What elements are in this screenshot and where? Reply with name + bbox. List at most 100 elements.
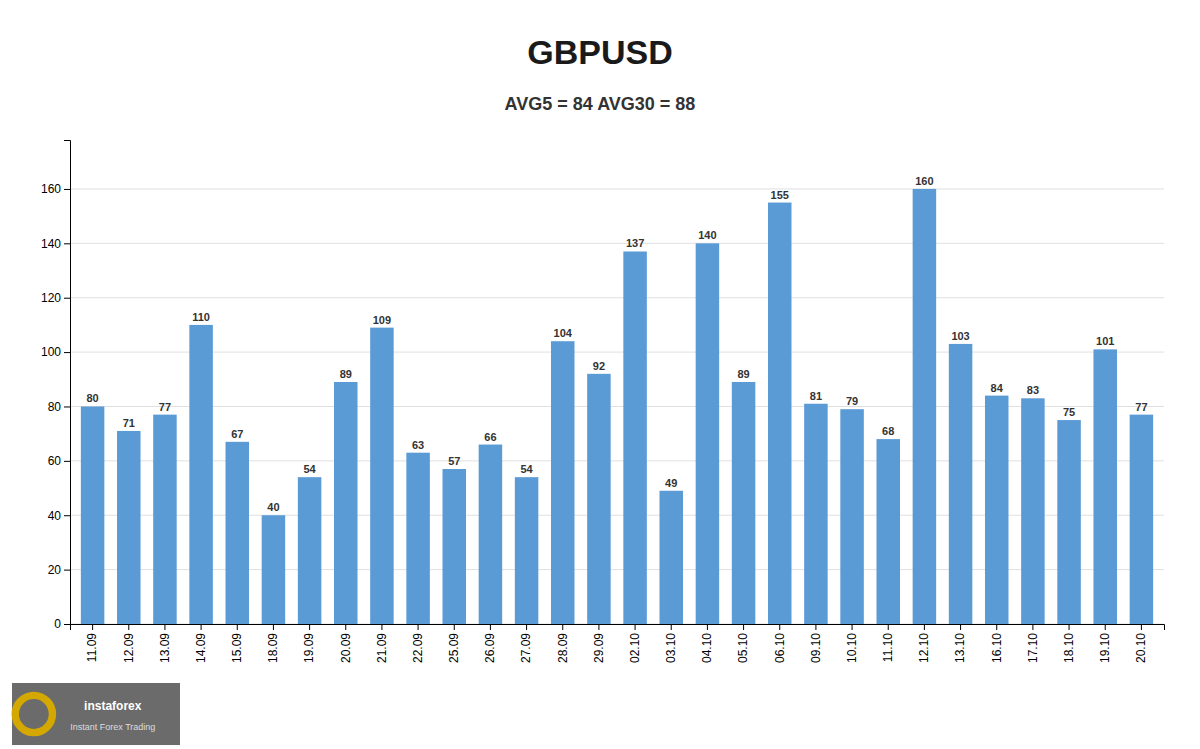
tick-label: 29.09 bbox=[592, 633, 606, 663]
data-label: 71 bbox=[123, 417, 135, 429]
tick-mark bbox=[64, 243, 70, 244]
bar bbox=[551, 341, 575, 624]
tick-mark bbox=[562, 624, 563, 630]
bar bbox=[189, 325, 213, 624]
data-label: 77 bbox=[159, 401, 171, 413]
tick-mark bbox=[1105, 624, 1106, 630]
tick: 17.10 bbox=[1026, 624, 1040, 663]
tick-mark bbox=[635, 624, 636, 630]
tick-label: 03.10 bbox=[664, 633, 678, 663]
tick-mark bbox=[743, 624, 744, 630]
grid-line bbox=[70, 188, 1164, 189]
grid bbox=[70, 189, 1164, 624]
data-label: 66 bbox=[484, 431, 496, 443]
tick: 25.09 bbox=[447, 624, 461, 663]
tick-label: 05.10 bbox=[736, 633, 750, 663]
tick-label: 02.10 bbox=[628, 633, 642, 663]
data-label: 109 bbox=[373, 314, 391, 326]
tick-mark bbox=[345, 624, 346, 630]
tick: 29.09 bbox=[592, 624, 606, 663]
bar bbox=[370, 328, 394, 624]
tick-label: 06.10 bbox=[773, 633, 787, 663]
bar bbox=[443, 469, 467, 624]
bar bbox=[913, 189, 937, 624]
data-label: 49 bbox=[665, 477, 677, 489]
data-labels: 8071771106740548910963576654104921374914… bbox=[86, 175, 1147, 513]
tick-mark bbox=[526, 624, 527, 630]
tick-label: 12.10 bbox=[917, 633, 931, 663]
tick-mark bbox=[1141, 624, 1142, 630]
tick: 160 bbox=[41, 182, 70, 196]
tick-label: 14.09 bbox=[194, 633, 208, 663]
data-label: 68 bbox=[882, 425, 894, 437]
axis-line bbox=[71, 625, 1165, 631]
logo-box bbox=[12, 683, 180, 745]
tick: 21.09 bbox=[375, 624, 389, 663]
tick-mark bbox=[924, 624, 925, 630]
data-label: 79 bbox=[846, 395, 858, 407]
tick-mark bbox=[237, 624, 238, 630]
logo: instaforexInstant Forex Trading bbox=[12, 683, 180, 745]
tick: 19.09 bbox=[302, 624, 316, 663]
data-label: 80 bbox=[86, 392, 98, 404]
tick: 03.10 bbox=[664, 624, 678, 663]
tick-label: 09.10 bbox=[809, 633, 823, 663]
tick-mark bbox=[64, 406, 70, 407]
tick: 05.10 bbox=[736, 624, 750, 663]
tick: 02.10 bbox=[628, 624, 642, 663]
bar bbox=[262, 515, 286, 624]
data-label: 110 bbox=[192, 311, 210, 323]
data-label: 81 bbox=[810, 390, 822, 402]
tick-mark bbox=[779, 624, 780, 630]
tick: 13.09 bbox=[158, 624, 172, 663]
tick: 14.09 bbox=[194, 624, 208, 663]
data-label: 160 bbox=[915, 175, 933, 187]
tick: 20.10 bbox=[1134, 624, 1148, 663]
tick-label: 13.09 bbox=[158, 633, 172, 663]
tick-mark bbox=[1069, 624, 1070, 630]
tick-label: 13.10 bbox=[953, 633, 967, 663]
tick-mark bbox=[381, 624, 382, 630]
data-label: 155 bbox=[771, 189, 789, 201]
data-label: 77 bbox=[1135, 401, 1147, 413]
bar bbox=[1093, 349, 1117, 624]
bar bbox=[696, 243, 720, 624]
tick: 10.10 bbox=[845, 624, 859, 663]
tick: 120 bbox=[41, 291, 70, 305]
bar bbox=[515, 477, 539, 624]
tick-mark bbox=[1032, 624, 1033, 630]
annotation: Instant Forex Trading bbox=[70, 722, 155, 732]
tick-label: 28.09 bbox=[556, 633, 570, 663]
tick-label: 18.10 bbox=[1062, 633, 1076, 663]
plot: 8071771106740548910963576654104921374914… bbox=[41, 141, 1165, 664]
tick-mark bbox=[64, 461, 70, 462]
tick: 100 bbox=[41, 345, 70, 359]
tick-mark bbox=[671, 624, 672, 630]
x-axis: 11.0912.0913.0914.0915.0918.0919.0920.09… bbox=[71, 624, 1165, 663]
tick-label: 20 bbox=[48, 563, 62, 577]
tick-label: 16.10 bbox=[990, 633, 1004, 663]
tick-mark bbox=[888, 624, 889, 630]
tick-label: 15.09 bbox=[230, 633, 244, 663]
bars bbox=[81, 189, 1153, 624]
tick-label: 26.09 bbox=[483, 633, 497, 663]
tick-mark bbox=[164, 624, 165, 630]
tick-label: 04.10 bbox=[700, 633, 714, 663]
data-label: 89 bbox=[340, 368, 352, 380]
tick: 12.09 bbox=[122, 624, 136, 663]
tick: 16.10 bbox=[990, 624, 1004, 663]
grid-line bbox=[70, 243, 1164, 244]
data-label: 140 bbox=[698, 229, 716, 241]
bar bbox=[840, 409, 864, 624]
bar bbox=[623, 251, 647, 624]
tick: 12.10 bbox=[917, 624, 931, 663]
tick: 13.10 bbox=[953, 624, 967, 663]
bar bbox=[949, 344, 973, 624]
bar bbox=[153, 415, 177, 624]
tick: 0 bbox=[54, 617, 70, 631]
bar bbox=[985, 396, 1009, 624]
tick-label: 17.10 bbox=[1026, 633, 1040, 663]
data-label: 103 bbox=[951, 330, 969, 342]
bar bbox=[876, 439, 900, 624]
bar bbox=[804, 404, 828, 624]
